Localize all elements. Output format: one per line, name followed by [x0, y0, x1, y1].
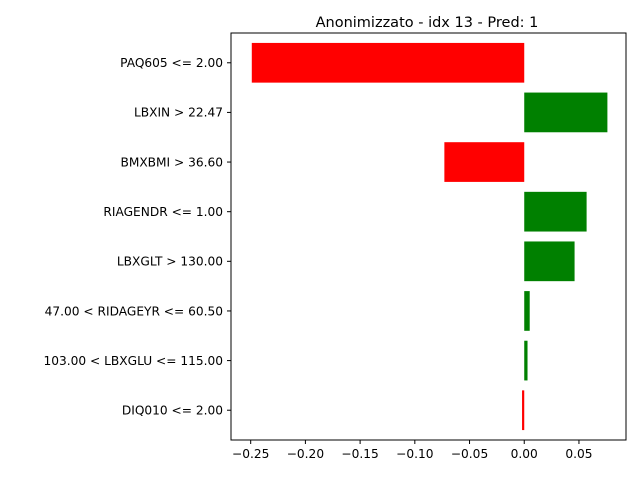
- x-tick-label: −0.10: [396, 447, 433, 461]
- x-ticks-group: −0.25 −0.20 −0.15 −0.10 −0.05 0.00 0.05: [232, 440, 593, 461]
- y-ticks-group: PAQ605 <= 2.00 LBXIN > 22.47 BMXBMI > 36.6…: [44, 56, 231, 418]
- bar: [524, 291, 530, 331]
- y-tick-label: DIQ010 <= 2.00: [122, 404, 223, 418]
- y-tick-label: PAQ605 <= 2.00: [120, 56, 223, 70]
- x-tick-label: 0.00: [511, 447, 538, 461]
- chart-title: Anonimizzato - idx 13 - Pred: 1: [316, 15, 539, 31]
- bar: [524, 92, 608, 133]
- y-tick-label: BMXBMI > 36.60: [120, 155, 223, 169]
- bar: [524, 340, 528, 381]
- y-tick-label: 103.00 < LBXGLU <= 115.00: [44, 354, 223, 368]
- y-tick-label: LBXGLT > 130.00: [117, 255, 223, 269]
- x-tick-label: 0.05: [565, 447, 592, 461]
- x-tick-label: −0.20: [287, 447, 324, 461]
- y-tick-label: 47.00 < RIDAGEYR <= 60.50: [45, 304, 223, 318]
- bars-group: [251, 42, 608, 431]
- bar: [522, 390, 525, 431]
- bar: [444, 142, 525, 182]
- x-tick-label: −0.15: [341, 447, 378, 461]
- plot-frame: [230, 32, 627, 441]
- x-tick-label: −0.25: [232, 447, 269, 461]
- y-tick-label: RIAGENDR <= 1.00: [103, 205, 223, 219]
- x-tick-label: −0.05: [451, 447, 488, 461]
- bar: [524, 191, 587, 232]
- bar: [524, 241, 575, 282]
- bar: [251, 42, 525, 83]
- y-tick-label: LBXIN > 22.47: [134, 106, 223, 120]
